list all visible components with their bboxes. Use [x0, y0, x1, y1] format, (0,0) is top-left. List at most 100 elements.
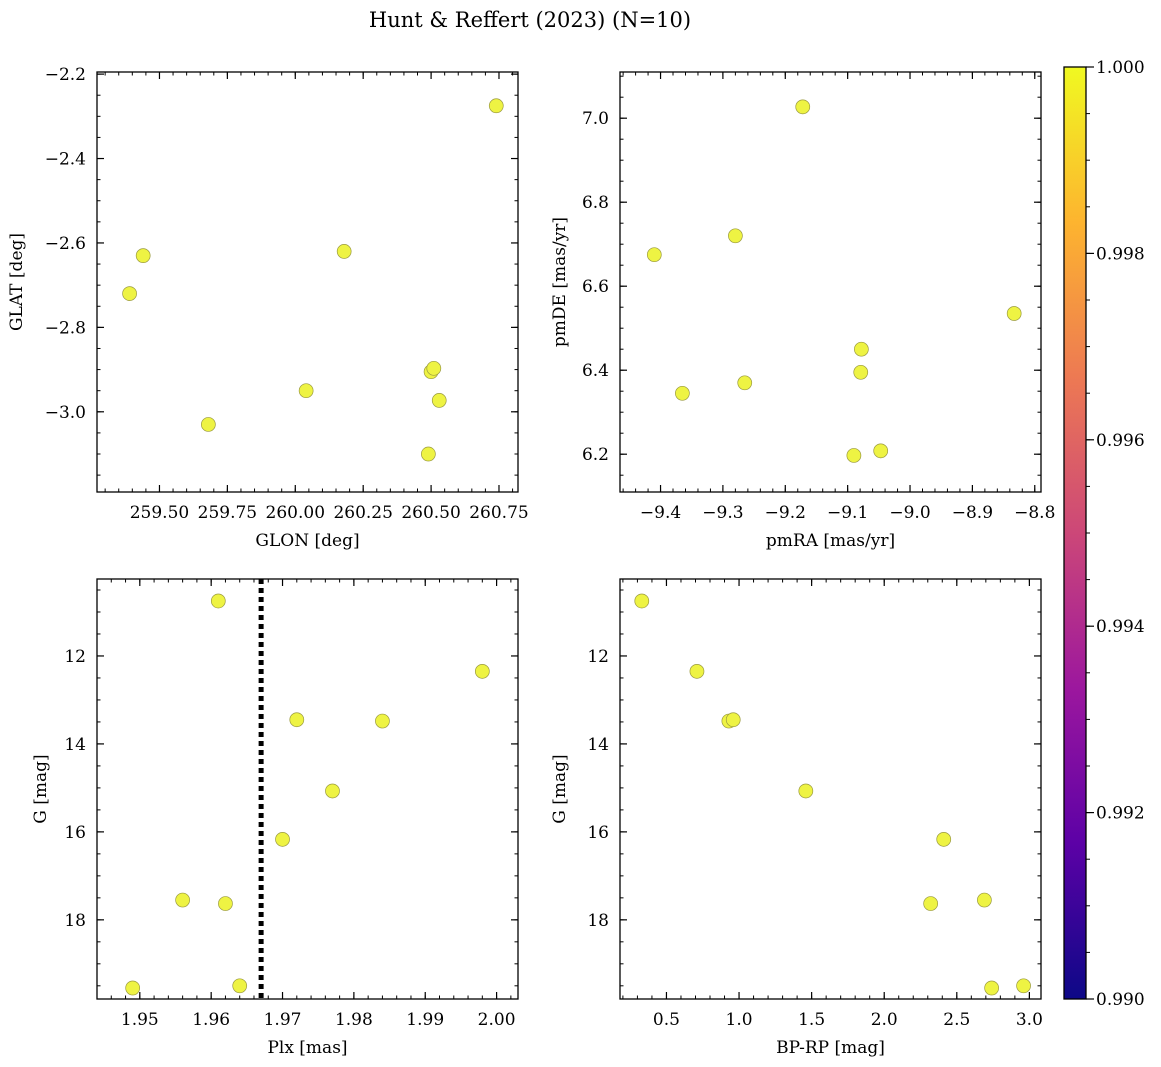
scatter-points	[646, 99, 1022, 463]
x-tick-label: 2.5	[943, 1010, 970, 1030]
data-point	[289, 712, 305, 728]
axes-frame	[96, 578, 519, 1000]
y-tick-label: −2.8	[45, 318, 86, 338]
data-point	[737, 375, 753, 391]
y-tick-label: 18	[587, 911, 609, 931]
scatter-points	[122, 98, 504, 462]
x-tick-label: 260.25	[333, 503, 392, 523]
data-point	[431, 393, 447, 408]
data-point	[1006, 306, 1022, 321]
data-point	[336, 244, 352, 259]
data-point	[795, 99, 811, 115]
x-tick-label: 3.0	[1016, 1010, 1043, 1030]
y-tick-label: 6.6	[582, 277, 609, 297]
y-tick-label: 7.0	[582, 109, 609, 129]
data-point	[421, 446, 436, 462]
y-tick-label: 14	[587, 735, 609, 755]
y-tick-label: −2.2	[45, 65, 86, 85]
data-point	[923, 896, 939, 911]
x-tick-label: −8.9	[952, 503, 993, 523]
colorbar-tick-label: 0.994	[1096, 617, 1145, 637]
x-tick-label: 2.00	[478, 1010, 516, 1030]
data-point	[977, 892, 992, 908]
colorbar-gradient	[1063, 66, 1087, 1000]
colorbar-tick-label: 0.992	[1096, 804, 1145, 824]
scatter-points	[125, 593, 490, 996]
x-tick-label: −9.2	[765, 503, 806, 523]
x-tick-label: −9.4	[640, 503, 681, 523]
data-point	[125, 980, 141, 996]
data-point	[275, 832, 290, 847]
y-tick-label: 12	[64, 647, 86, 667]
y-tick-label: −3.0	[45, 403, 86, 423]
x-tick-label: −9.3	[702, 503, 743, 523]
x-tick-label: 259.75	[198, 503, 257, 523]
data-point	[798, 783, 814, 799]
data-point	[122, 286, 137, 301]
colorbar-tick-label: 0.990	[1096, 990, 1145, 1010]
panel-plx-g: 1.95 1.96 1.97 1.98 1.99 2.00 12 14 16 18 Plx [mas…	[31, 578, 519, 1058]
data-point	[984, 980, 999, 996]
minor-ticks	[96, 579, 518, 999]
scatter-points	[634, 593, 1031, 996]
colorbar-tick-label: 1.000	[1096, 58, 1145, 78]
panel-glon-glat: 259.50 259.75 260.00 260.25 260.50 260.75 −3.0…	[7, 65, 529, 551]
data-point	[135, 248, 151, 263]
colorbar-tick-label: 0.996	[1096, 431, 1145, 451]
x-tick-label: 260.50	[401, 503, 460, 523]
data-point	[846, 448, 862, 463]
x-tick-label: 2.0	[871, 1010, 898, 1030]
data-point	[232, 978, 248, 994]
data-point	[853, 364, 869, 380]
data-point	[634, 593, 650, 609]
y-axis-label: pmDE [mas/yr]	[550, 217, 570, 347]
data-point	[689, 664, 705, 679]
data-point	[325, 783, 340, 799]
y-tick-label: 16	[64, 823, 86, 843]
data-point	[218, 896, 233, 911]
y-tick-label: 16	[587, 823, 609, 843]
x-tick-label: −9.0	[889, 503, 930, 523]
x-tick-label: 260.00	[266, 503, 325, 523]
x-axis-label: BP-RP [mag]	[776, 1038, 885, 1058]
y-tick-label: 6.2	[582, 445, 609, 465]
axes-frame	[96, 71, 519, 493]
x-tick-label: 1.95	[121, 1010, 159, 1030]
minor-ticks	[620, 72, 1041, 492]
y-tick-label: 6.8	[582, 193, 609, 213]
data-point	[426, 360, 442, 376]
x-tick-label: 1.98	[335, 1010, 373, 1030]
colorbar-tick-label: 0.998	[1096, 244, 1145, 264]
y-axis-label: GLAT [deg]	[7, 233, 27, 331]
x-tick-label: 1.96	[192, 1010, 230, 1030]
panel-pm: −9.4 −9.3 −9.2 −9.1 −9.0 −8.9 −8.8 6.2 6.4 6.6 6.8…	[550, 71, 1055, 551]
data-point	[646, 247, 662, 263]
data-point	[728, 228, 743, 244]
y-tick-label: 6.4	[582, 361, 609, 381]
x-tick-label: 260.75	[469, 503, 528, 523]
data-point	[201, 417, 216, 432]
data-point	[298, 383, 314, 399]
data-point	[375, 713, 390, 729]
x-tick-label: 0.5	[653, 1010, 680, 1030]
x-axis-label: GLON [deg]	[255, 531, 359, 551]
data-point	[675, 385, 690, 401]
data-point	[873, 443, 889, 459]
y-tick-label: 12	[587, 647, 609, 667]
y-tick-label: −2.4	[45, 150, 86, 170]
minor-ticks	[97, 72, 518, 492]
x-tick-label: 1.97	[264, 1010, 302, 1030]
x-axis-label: pmRA [mas/yr]	[766, 531, 895, 551]
x-tick-label: −9.1	[827, 503, 868, 523]
x-tick-label: 1.99	[406, 1010, 444, 1030]
y-tick-label: 18	[64, 911, 86, 931]
x-tick-label: 259.50	[130, 503, 189, 523]
axes-frame	[619, 71, 1042, 493]
data-point	[210, 593, 226, 609]
data-point	[725, 712, 741, 728]
minor-ticks	[620, 579, 1041, 999]
y-axis-label: G [mag]	[550, 754, 570, 823]
y-axis-label: G [mag]	[31, 754, 51, 823]
x-axis-label: Plx [mas]	[267, 1038, 347, 1058]
